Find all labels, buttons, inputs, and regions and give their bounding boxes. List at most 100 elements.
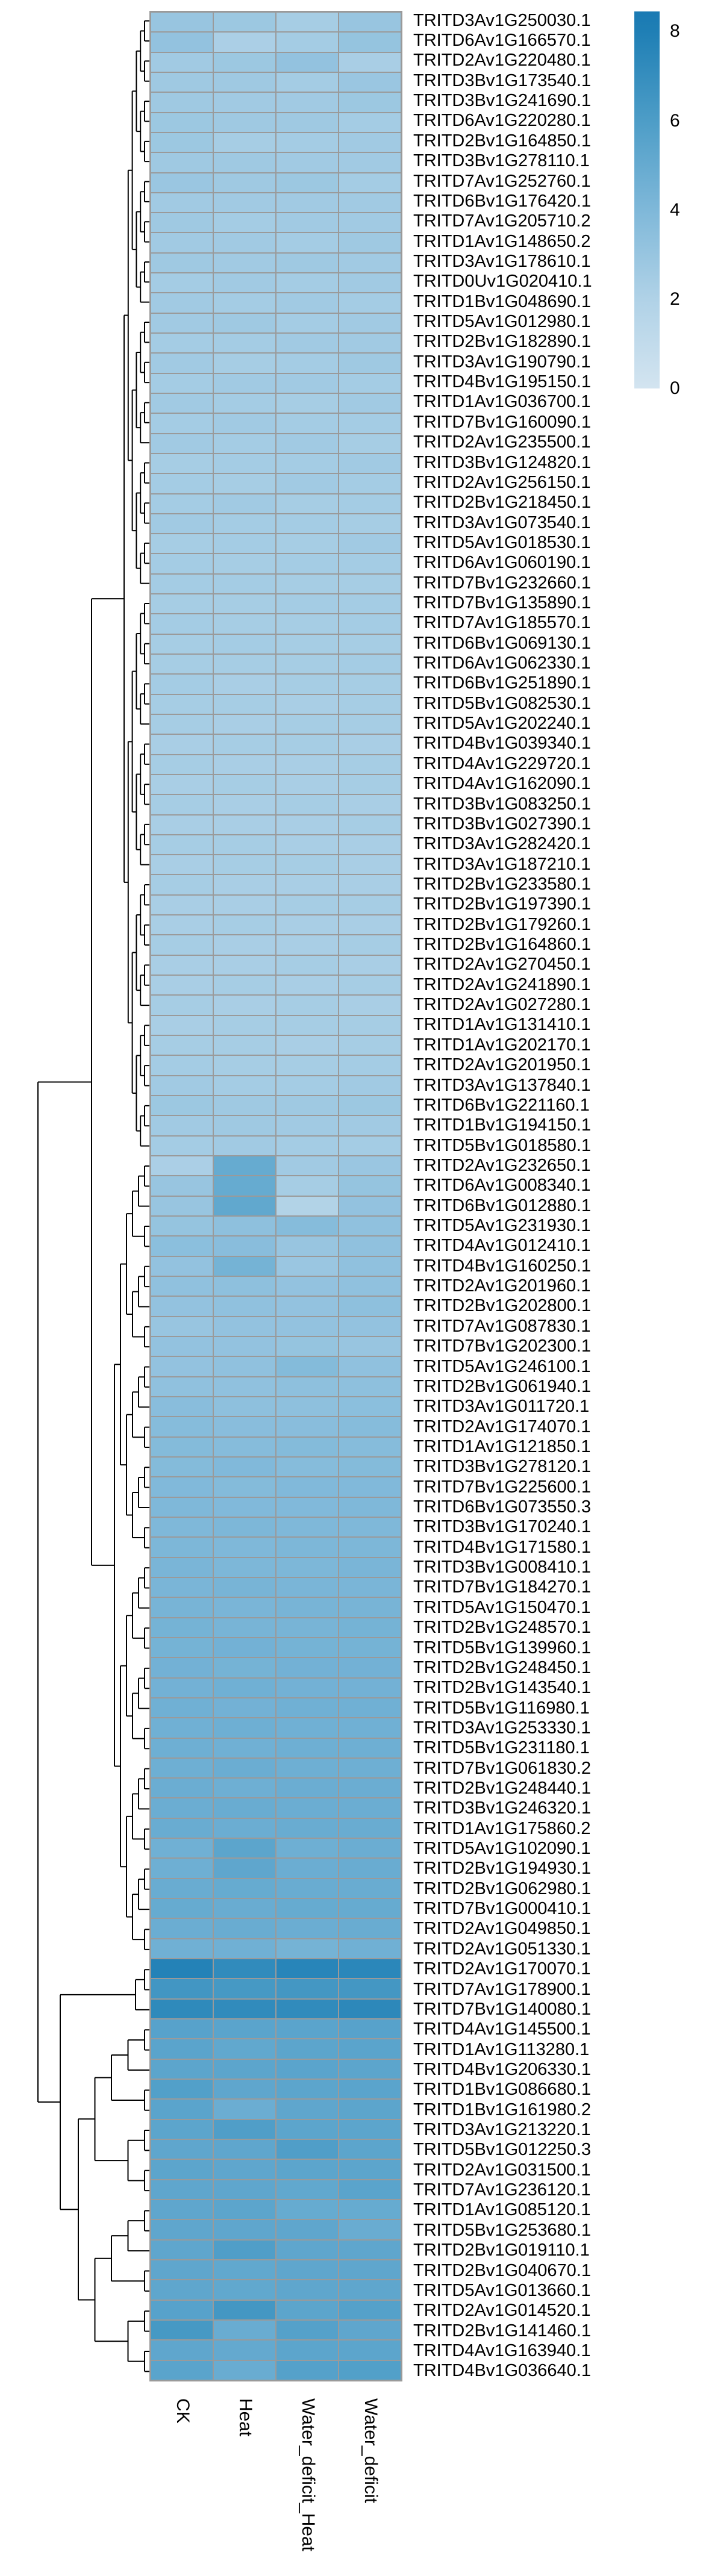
heatmap-cell (214, 614, 275, 634)
heatmap-cell (151, 1598, 213, 1617)
heatmap-cell (214, 1879, 275, 1898)
row-label: TRITD6Bv1G012880.1 (413, 1196, 591, 1215)
heatmap-cell (339, 393, 401, 413)
heatmap-cell (214, 414, 275, 433)
heatmap-cell (276, 955, 338, 975)
row-label: TRITD7Bv1G232660.1 (413, 573, 591, 593)
heatmap-cell (151, 1076, 213, 1095)
heatmap-cell (276, 313, 338, 332)
heatmap-cell (214, 2019, 275, 2039)
row-label: TRITD1Av1G121850.1 (413, 1436, 591, 1456)
heatmap-cell (151, 2160, 213, 2179)
row-label: TRITD1Bv1G194150.1 (413, 1115, 591, 1135)
heatmap-cell (276, 1979, 338, 1998)
heatmap-cell (276, 935, 338, 955)
heatmap-cell (276, 2200, 338, 2219)
heatmap-cell (339, 13, 401, 32)
heatmap-cell (276, 1959, 338, 1979)
row-label: TRITD6Bv1G251890.1 (413, 673, 591, 693)
row-label: TRITD1Av1G202170.1 (413, 1035, 591, 1055)
heatmap-cell (214, 694, 275, 714)
heatmap-cell (214, 2260, 275, 2280)
row-label: TRITD4Bv1G160250.1 (413, 1256, 591, 1276)
heatmap-cell (276, 1999, 338, 2019)
heatmap-cell (214, 996, 275, 1015)
heatmap-cell (339, 755, 401, 774)
heatmap-cell (151, 694, 213, 714)
heatmap-cell (276, 1196, 338, 1215)
heatmap-cell (276, 293, 338, 313)
heatmap-cell (214, 313, 275, 332)
row-label: TRITD1Bv1G086680.1 (413, 2080, 591, 2100)
heatmap-cell (151, 434, 213, 453)
heatmap-cell (151, 1798, 213, 1818)
heatmap-cell (214, 2180, 275, 2200)
heatmap-cell (339, 1357, 401, 1376)
heatmap-cell (276, 1056, 338, 1075)
row-label: TRITD5Av1G231930.1 (413, 1215, 591, 1235)
heatmap-cell (339, 1256, 401, 1276)
row-label: TRITD2Av1G220480.1 (413, 51, 591, 70)
row-label: TRITD6Av1G008340.1 (413, 1176, 591, 1196)
heatmap-cell (276, 13, 338, 32)
heatmap-cell (276, 273, 338, 293)
heatmap-cell (151, 113, 213, 132)
heatmap-cell (214, 72, 275, 92)
heatmap-cell (339, 1638, 401, 1658)
heatmap-cell (339, 2119, 401, 2139)
row-label: TRITD7Av1G205710.2 (413, 211, 591, 231)
heatmap-cell (339, 2180, 401, 2200)
heatmap-cell (151, 714, 213, 734)
heatmap-cell (151, 1457, 213, 1477)
heatmap-cell (276, 1116, 338, 1135)
heatmap-cell (151, 1357, 213, 1376)
heatmap-cell (214, 1638, 275, 1658)
heatmap-cell (214, 113, 275, 132)
heatmap-cell (339, 714, 401, 734)
heatmap-cell (214, 1156, 275, 1176)
heatmap-cell (214, 1698, 275, 1718)
heatmap-cell (151, 514, 213, 534)
row-label: TRITD2Bv1G233580.1 (413, 874, 591, 894)
heatmap-cell (151, 1437, 213, 1456)
heatmap-cell (339, 2200, 401, 2219)
heatmap-cell (151, 2360, 213, 2380)
heatmap-cell (151, 1276, 213, 1296)
heatmap-cell (276, 2039, 338, 2059)
heatmap-cell (214, 393, 275, 413)
row-label: TRITD4Av1G145500.1 (413, 2019, 591, 2039)
heatmap-cell (339, 1999, 401, 2019)
heatmap-cell (214, 1397, 275, 1417)
heatmap-cell (151, 1758, 213, 1778)
heatmap-cell (276, 1919, 338, 1938)
heatmap-cell (276, 1658, 338, 1677)
heatmap-cell (214, 474, 275, 493)
heatmap-cell (339, 1437, 401, 1456)
row-label: TRITD7Bv1G184270.1 (413, 1577, 591, 1597)
heatmap-cell (339, 1196, 401, 1215)
heatmap-cell (151, 775, 213, 794)
heatmap-cell (276, 1357, 338, 1376)
row-label: TRITD7Bv1G225600.1 (413, 1477, 591, 1497)
heatmap-cell (214, 2119, 275, 2139)
row-label: TRITD2Av1G014520.1 (413, 2301, 591, 2321)
heatmap-cell (276, 334, 338, 353)
row-label: TRITD4Bv1G039340.1 (413, 734, 591, 753)
row-label: TRITD2Av1G241890.1 (413, 975, 591, 994)
heatmap-cell (214, 1176, 275, 1196)
heatmap-cell (151, 1116, 213, 1135)
heatmap-cell (339, 72, 401, 92)
heatmap-cell (151, 13, 213, 32)
heatmap-cell (214, 1357, 275, 1376)
heatmap-cell (214, 1758, 275, 1778)
heatmap-cell (214, 1798, 275, 1818)
heatmap-cell (151, 474, 213, 493)
heatmap-cell (151, 675, 213, 694)
heatmap-cell (339, 1779, 401, 1798)
heatmap-cell (339, 1497, 401, 1517)
heatmap-cell (151, 2220, 213, 2239)
heatmap-cell (214, 835, 275, 855)
row-label: TRITD5Bv1G253680.1 (413, 2220, 591, 2240)
heatmap-cell (151, 1839, 213, 1858)
heatmap-cell (339, 675, 401, 694)
